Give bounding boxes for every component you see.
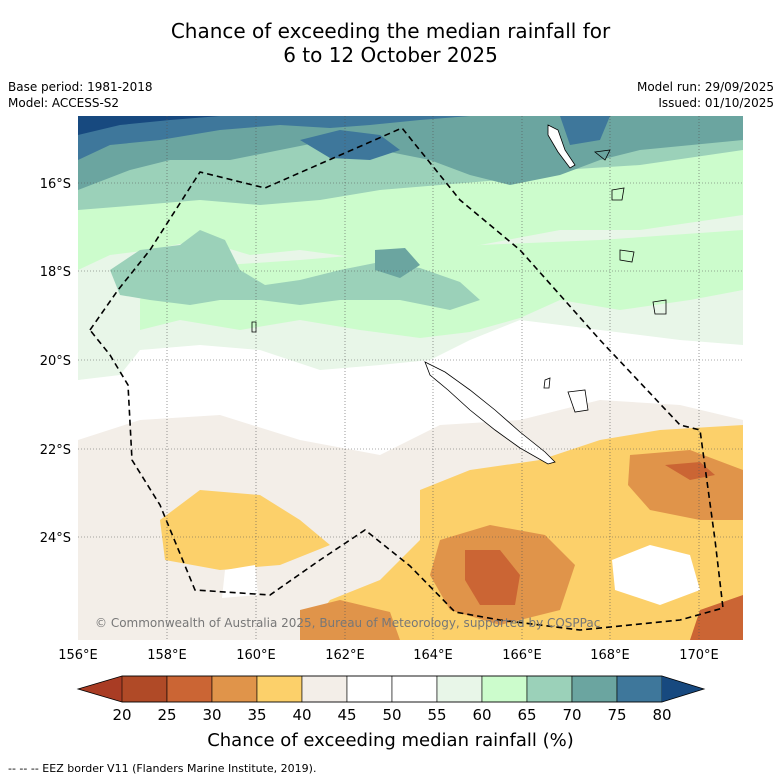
model-run: Model run: 29/09/2025 [636,80,774,94]
colorbar-segment [391,675,438,703]
eez-border [89,127,724,631]
title-line-1: Chance of exceeding the median rainfall … [170,19,611,43]
loyalty-islands [567,389,589,413]
colorbar: 20 25 30 35 40 45 50 55 60 65 70 75 80 [76,675,706,724]
longitude-labels: 156°E 158°E 160°E 162°E 164°E 166°E 168°… [58,648,719,663]
lon-label: 156°E [58,648,98,663]
region-25-30-corner [690,595,743,640]
vanuatu-north-islands [547,124,576,169]
region-white-south [222,565,258,598]
region-70-75-pocket [375,248,420,278]
region-white-se [612,545,700,605]
loyalty-islet [543,377,551,389]
region-above-80 [78,116,220,135]
metadata-left: Base period: 1981-2018 Model: ACCESS-S2 [8,79,153,111]
latitude-labels: 16°S 18°S 20°S 22°S 24°S [40,177,71,546]
region-75-80-ne [560,116,610,145]
region-75-80 [78,116,470,160]
region-35-40-west [160,490,330,570]
copyright-notice: © Commonwealth of Australia 2025, Bureau… [95,616,600,630]
colorbar-segment [211,675,258,703]
region-30-35-east [628,450,743,520]
colorbar-tick: 75 [607,706,626,724]
colorbar-tick: 50 [382,706,401,724]
lon-label: 158°E [147,648,187,663]
colorbar-segment [436,675,483,703]
colorbar-outline [76,675,706,703]
colorbar-segments [121,675,663,703]
lat-label: 22°S [40,443,71,458]
lon-label: 166°E [502,648,542,663]
colorbar-segment [526,675,573,703]
colorbar-high-extend [662,676,704,702]
colorbar-tick: 35 [247,706,266,724]
region-25-30-east [665,462,715,480]
issued-date: Issued: 01/10/2025 [658,96,774,110]
colorbar-segment [121,675,168,703]
graticule [78,116,743,640]
lon-label: 168°E [590,648,630,663]
colorbar-tick: 40 [292,706,311,724]
colorbar-low-extend [78,676,122,702]
colorbar-segment [571,675,618,703]
region-75-80-pocket [300,130,400,160]
region-65-70-central [110,230,480,310]
lat-label: 18°S [40,265,71,280]
eez-footnote: -- -- -- EEZ border V11 (Flanders Marine… [8,762,317,775]
lat-label: 16°S [40,177,71,192]
region-25-30-central [465,550,520,605]
new-caledonia-island [424,361,556,465]
colorbar-segment [301,675,348,703]
title-line-2: 6 to 12 October 2025 [283,43,498,67]
vanuatu-tanna [619,249,635,263]
probability-field [78,116,743,640]
lon-label: 170°E [679,648,719,663]
colorbar-tick: 65 [517,706,536,724]
colorbar-segment [256,675,303,703]
region-55-60-east [700,290,743,340]
colorbar-tick: 30 [202,706,221,724]
colorbar-segment [346,675,393,703]
base-period: Base period: 1981-2018 [8,80,153,94]
colorbar-tick: 25 [157,706,176,724]
lat-label: 20°S [40,354,71,369]
vanuatu-islet [594,149,611,161]
colorbar-ticks: 20 25 30 35 40 45 50 55 60 65 70 75 80 [112,706,671,724]
colorbar-tick: 60 [472,706,491,724]
colorbar-tick: 80 [652,706,671,724]
lat-label: 24°S [40,531,71,546]
colorbar-tick: 70 [562,706,581,724]
colorbar-tick: 55 [427,706,446,724]
vanuatu-efate [611,187,625,201]
region-30-35-south [300,600,400,640]
colorbar-segment [481,675,528,703]
colorbar-title: Chance of exceeding median rainfall (%) [207,730,574,751]
lon-label: 162°E [325,648,365,663]
colorbar-segment [616,675,663,703]
island-east [652,299,667,315]
colorbar-segment [166,675,213,703]
colorbar-tick: 20 [112,706,131,724]
lon-label: 160°E [236,648,276,663]
map-title: Chance of exceeding the median rainfall … [0,19,781,67]
colorbar-tick: 45 [337,706,356,724]
region-55-60-west [78,355,105,380]
lon-label: 164°E [413,648,453,663]
model-name: Model: ACCESS-S2 [8,96,120,110]
metadata-right: Model run: 29/09/2025 Issued: 01/10/2025 [637,79,774,111]
